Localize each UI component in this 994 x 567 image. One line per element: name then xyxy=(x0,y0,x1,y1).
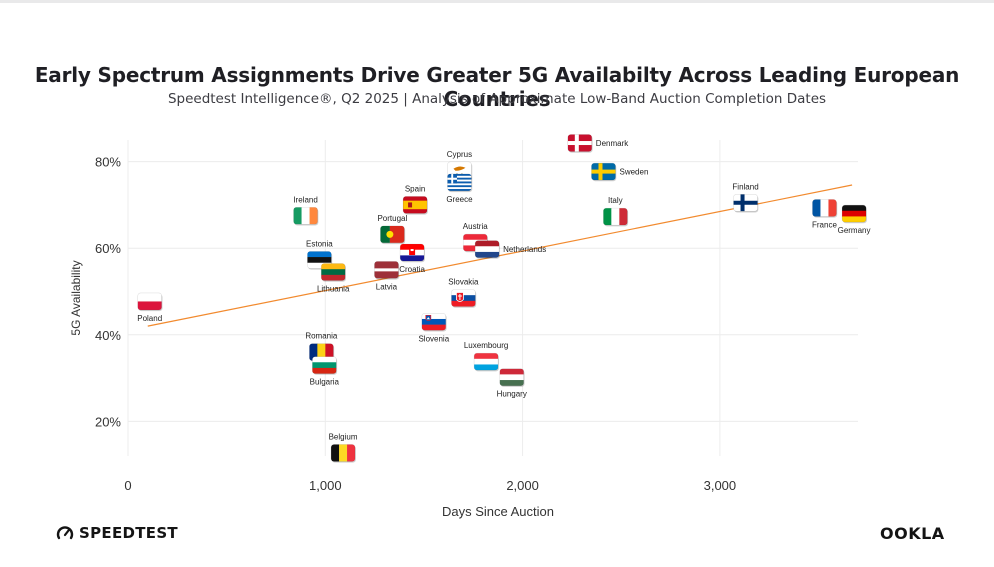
data-point-lithuania xyxy=(320,263,346,282)
data-point-netherlands xyxy=(474,240,500,259)
point-label: Austria xyxy=(463,222,488,231)
portugal-flag-icon xyxy=(380,225,405,243)
hungary-flag-icon xyxy=(499,368,524,386)
point-label: Slovenia xyxy=(418,334,449,343)
point-label: Ireland xyxy=(293,195,317,204)
point-label: Bulgaria xyxy=(310,378,340,387)
romania-flag-icon xyxy=(309,343,334,361)
y-tick-label: 40% xyxy=(95,328,121,343)
x-tick-label: 2,000 xyxy=(506,478,539,493)
point-label: Luxembourg xyxy=(464,341,508,350)
point-label: Portugal xyxy=(377,214,407,223)
y-tick-label: 20% xyxy=(95,414,121,429)
data-point-portugal xyxy=(380,225,406,245)
ireland-flag-icon xyxy=(293,207,318,225)
y-tick-label: 60% xyxy=(95,241,121,256)
point-label: Belgium xyxy=(329,432,358,441)
top-border xyxy=(0,0,994,3)
point-label: Lithuania xyxy=(317,285,350,294)
point-label: Hungary xyxy=(497,390,527,399)
data-point-poland xyxy=(137,292,163,312)
data-point-greece xyxy=(447,173,473,193)
data-point-slovenia xyxy=(421,313,447,332)
luxembourg-flag-icon xyxy=(474,353,499,371)
grid xyxy=(127,140,858,456)
estonia-flag-icon xyxy=(307,251,332,269)
point-label: France xyxy=(812,220,837,229)
gauge-icon xyxy=(56,526,74,540)
netherlands-flag-icon xyxy=(475,240,500,258)
point-label: Italy xyxy=(608,196,623,205)
denmark-flag-icon xyxy=(567,134,592,152)
point-label: Spain xyxy=(405,184,425,193)
y-tick-label: 80% xyxy=(95,155,121,170)
point-label: Estonia xyxy=(306,239,333,248)
point-label: Finland xyxy=(732,182,758,191)
chart-subtitle: Speedtest Intelligence®, Q2 2025 | Analy… xyxy=(167,91,827,107)
greece-flag-icon xyxy=(447,173,472,191)
bulgaria-flag-icon xyxy=(312,356,337,374)
data-point-bulgaria xyxy=(312,356,338,375)
point-label: Cyprus xyxy=(447,150,472,159)
point-label: Croatia xyxy=(399,265,425,274)
belgium-flag-icon xyxy=(331,444,356,462)
point-label: Denmark xyxy=(596,139,629,148)
data-point-sweden xyxy=(591,162,617,182)
point-label: Romania xyxy=(305,332,338,341)
point-label: Slovakia xyxy=(448,278,479,287)
data-point-slovakia xyxy=(451,289,477,308)
data-point-belgium xyxy=(330,444,356,463)
data-point-italy xyxy=(603,207,629,227)
point-label: Latvia xyxy=(376,282,398,291)
x-axis-label: Days Since Auction xyxy=(442,504,554,519)
data-point-croatia xyxy=(399,243,425,263)
ookla-logo: OOKLA xyxy=(880,524,945,543)
sweden-flag-icon xyxy=(591,163,616,181)
data-point-ireland xyxy=(293,206,319,226)
point-label: Sweden xyxy=(619,168,648,177)
data-point-finland xyxy=(733,193,759,213)
x-tick-label: 0 xyxy=(124,478,131,493)
speedtest-logo: SPEEDTEST xyxy=(56,524,178,542)
france-flag-icon xyxy=(812,199,837,217)
x-tick-label: 3,000 xyxy=(704,478,737,493)
croatia-flag-icon xyxy=(400,244,425,262)
point-label: Greece xyxy=(446,195,473,204)
data-point-spain xyxy=(402,196,428,215)
point-label: Netherlands xyxy=(503,245,546,254)
data-point-france xyxy=(812,199,838,218)
data-point-luxembourg xyxy=(473,352,499,372)
spain-flag-icon xyxy=(403,196,428,214)
finland-flag-icon xyxy=(733,194,758,212)
poland-flag-icon xyxy=(137,292,162,310)
latvia-flag-icon xyxy=(374,261,399,279)
chart-title: Early Spectrum Assignments Drive Greater… xyxy=(34,63,960,111)
slovenia-flag-icon xyxy=(421,313,446,331)
slovakia-flag-icon xyxy=(451,289,476,307)
speedtest-logo-text: SPEEDTEST xyxy=(79,524,178,542)
point-label: Poland xyxy=(137,314,162,323)
lithuania-flag-icon xyxy=(321,263,346,281)
x-tick-label: 1,000 xyxy=(309,478,342,493)
data-point-germany xyxy=(841,204,867,224)
data-point-latvia xyxy=(374,261,400,280)
point-label: Germany xyxy=(838,226,871,235)
germany-flag-icon xyxy=(842,205,867,223)
y-axis-label: 5G Availability xyxy=(69,260,83,335)
data-point-denmark xyxy=(567,134,593,153)
italy-flag-icon xyxy=(603,208,628,226)
data-point-hungary xyxy=(499,368,525,387)
